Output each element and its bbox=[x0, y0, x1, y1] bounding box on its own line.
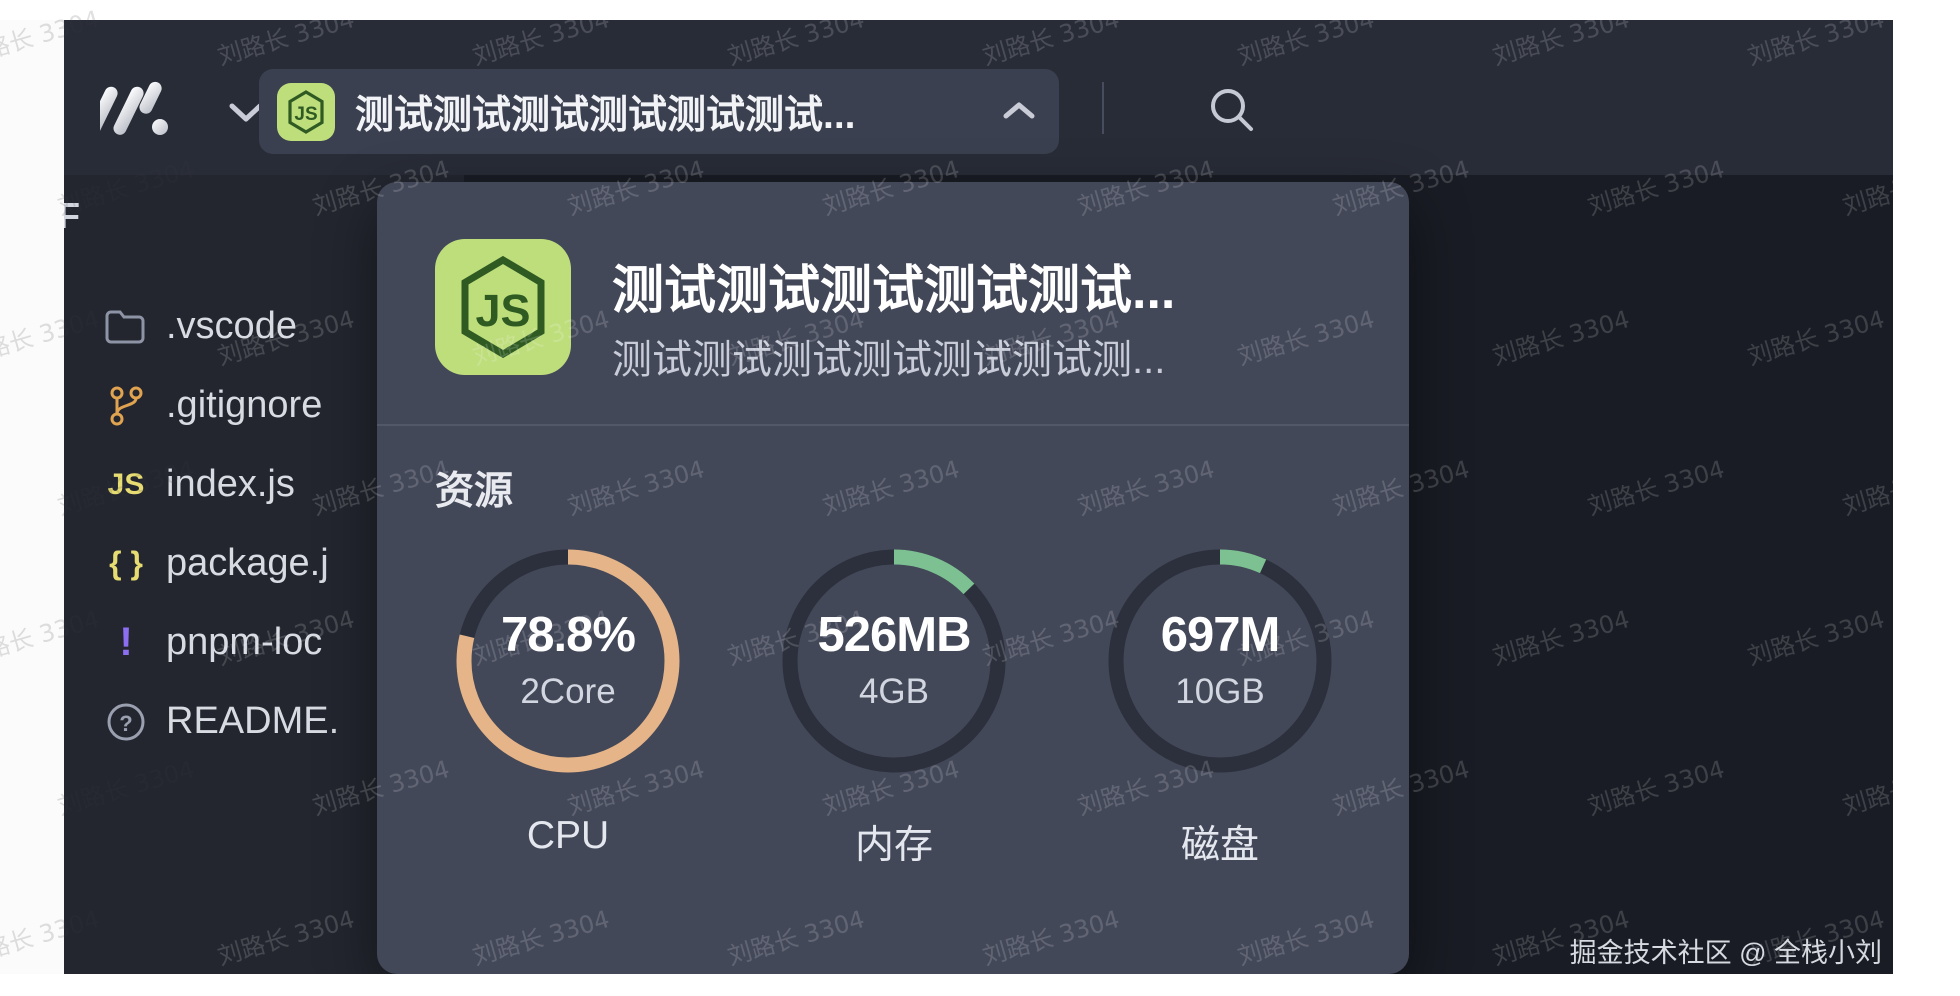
cpu-value: 78.8% bbox=[501, 608, 636, 663]
cpu-label: CPU bbox=[526, 814, 610, 857]
chevron-up-icon[interactable] bbox=[1001, 99, 1037, 123]
page-margin-right bbox=[1893, 0, 1960, 996]
file-tree-item-readme[interactable]: ? README. bbox=[64, 682, 464, 761]
resource-metric-cpu: 78.8% 2Core CPU bbox=[405, 542, 731, 870]
json-file-icon: { } bbox=[109, 545, 143, 581]
folder-icon bbox=[104, 305, 148, 349]
file-tree-item-pnpmlock[interactable]: ! pnpm-loc bbox=[64, 603, 464, 682]
nodejs-js-icon: JS bbox=[277, 82, 335, 141]
file-tree-item-label: README. bbox=[166, 700, 340, 742]
js-file-icon: JS bbox=[107, 467, 145, 501]
memory-value: 526MB bbox=[817, 608, 972, 663]
cpu-donut-chart: 78.8% 2Core bbox=[449, 542, 687, 780]
page-margin-top bbox=[0, 0, 1960, 20]
memory-capacity: 4GB bbox=[858, 671, 930, 711]
file-tree-item-vscode[interactable]: .vscode bbox=[64, 287, 464, 366]
file-tree-item-packagejson[interactable]: { } package.j bbox=[64, 524, 464, 603]
svg-text:?: ? bbox=[119, 711, 132, 736]
file-tree: .vscode .gitignore JS in bbox=[64, 287, 464, 761]
file-tree-item-label: .gitignore bbox=[166, 384, 323, 426]
title-bar: JS 测试测试测试测试测试测试... bbox=[64, 20, 1893, 175]
resource-metric-memory: 526MB 4GB 内存 bbox=[731, 542, 1057, 870]
workspace-tab-title: 测试测试测试测试测试测试... bbox=[355, 93, 856, 137]
exclamation-icon: ! bbox=[119, 620, 133, 664]
explorer-heading: F bbox=[64, 195, 80, 236]
file-tree-item-gitignore[interactable]: .gitignore bbox=[64, 366, 464, 445]
toolbar-divider bbox=[1102, 82, 1104, 134]
disk-donut-center: 697M 10GB bbox=[1101, 542, 1339, 780]
file-tree-item-indexjs[interactable]: JS index.js bbox=[64, 445, 464, 524]
resource-donut-group: 78.8% 2Core CPU 526MB bbox=[405, 542, 1385, 870]
resource-metric-disk: 697M 10GB 磁盘 bbox=[1057, 542, 1383, 870]
disk-donut-chart: 697M 10GB bbox=[1101, 542, 1339, 780]
page-margin-left bbox=[0, 0, 64, 996]
page-margin-bottom bbox=[0, 974, 1960, 996]
credit-watermark: 掘金技术社区 @ 全栈小刘 bbox=[1569, 938, 1882, 968]
svg-text:JS: JS bbox=[294, 104, 317, 125]
file-tree-item-label: .vscode bbox=[166, 305, 297, 347]
chevron-down-icon[interactable] bbox=[226, 98, 266, 126]
workspace-detail-popover: JS 测试测试测试测试测试... 测试测试测试测试测试测试测... 资源 bbox=[377, 182, 1409, 974]
popover-header: JS 测试测试测试测试测试... 测试测试测试测试测试测试测... bbox=[377, 182, 1409, 425]
search-icon[interactable] bbox=[1204, 82, 1260, 138]
svg-text:JS: JS bbox=[475, 285, 530, 336]
popover-divider bbox=[377, 424, 1409, 426]
file-tree-item-label: index.js bbox=[166, 463, 295, 505]
memory-label: 内存 bbox=[854, 824, 933, 867]
popover-subtitle: 测试测试测试测试测试测试测... bbox=[612, 338, 1166, 382]
nodejs-js-icon: JS bbox=[435, 239, 571, 375]
disk-label: 磁盘 bbox=[1180, 824, 1259, 867]
file-tree-item-label: package.j bbox=[166, 542, 329, 584]
disk-capacity: 10GB bbox=[1175, 671, 1265, 711]
cpu-donut-center: 78.8% 2Core bbox=[449, 542, 687, 780]
git-branch-icon bbox=[104, 384, 148, 428]
memory-donut-center: 526MB 4GB bbox=[775, 542, 1013, 780]
memory-donut-chart: 526MB 4GB bbox=[775, 542, 1013, 780]
app-window: F .vscode bbox=[64, 20, 1893, 974]
workspace-tab[interactable]: JS 测试测试测试测试测试测试... bbox=[259, 69, 1059, 154]
question-circle-icon: ? bbox=[104, 700, 148, 744]
app-logo[interactable] bbox=[100, 77, 180, 137]
resources-section-title: 资源 bbox=[435, 470, 514, 513]
file-tree-item-label: pnpm-loc bbox=[166, 621, 323, 663]
disk-value: 697M bbox=[1160, 608, 1281, 663]
popover-title: 测试测试测试测试测试... bbox=[612, 262, 1176, 320]
cpu-capacity: 2Core bbox=[520, 671, 616, 711]
